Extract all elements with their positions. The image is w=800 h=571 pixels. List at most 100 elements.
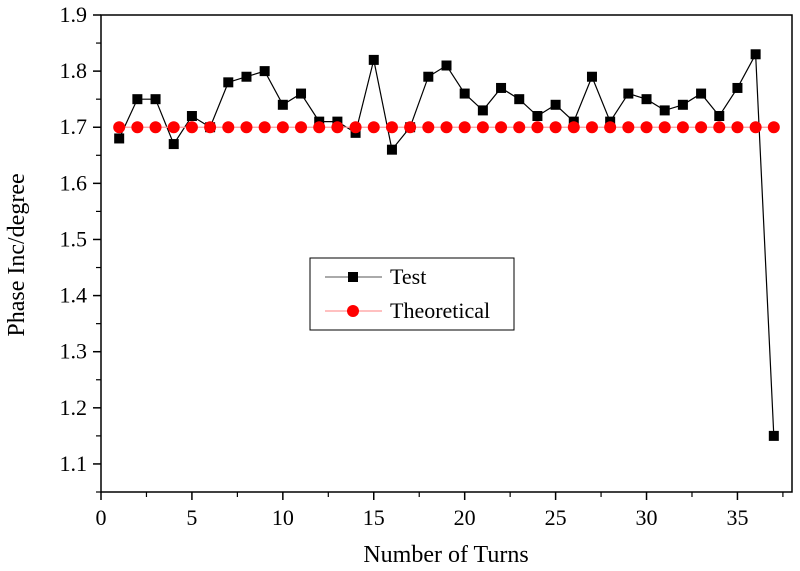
legend-item: Theoretical bbox=[325, 298, 490, 323]
y-tick-label: 1.5 bbox=[60, 226, 88, 251]
x-tick-label: 10 bbox=[272, 505, 294, 530]
data-point bbox=[458, 121, 471, 134]
data-point bbox=[714, 111, 725, 122]
x-tick-label: 30 bbox=[636, 505, 658, 530]
data-point bbox=[532, 111, 543, 122]
data-point bbox=[222, 121, 235, 134]
axes-layer: 0 5 10 15 20 25 30 35 1.1 1.2 1.3 1.4 1.5 1.6 1.7 1.8 1.… bbox=[60, 2, 784, 530]
data-point bbox=[113, 121, 126, 134]
y-tick-label: 1.7 bbox=[60, 114, 88, 139]
data-point bbox=[476, 121, 489, 134]
data-point bbox=[477, 105, 488, 116]
data-point bbox=[567, 121, 580, 134]
x-tick-label: 35 bbox=[726, 505, 748, 530]
data-point bbox=[385, 121, 398, 134]
data-point bbox=[295, 121, 308, 134]
data-point bbox=[696, 88, 707, 99]
data-point bbox=[677, 99, 688, 110]
legend-box bbox=[309, 257, 515, 331]
data-point bbox=[404, 121, 417, 134]
data-point bbox=[676, 121, 689, 134]
y-tick-label: 1.9 bbox=[60, 2, 88, 27]
data-point bbox=[259, 66, 270, 77]
data-point bbox=[114, 133, 125, 144]
data-point bbox=[731, 121, 744, 134]
data-point bbox=[459, 88, 470, 99]
data-point bbox=[441, 60, 452, 71]
legend: Test Theoretical bbox=[309, 257, 515, 331]
y-tick-label: 1.2 bbox=[60, 395, 88, 420]
data-point bbox=[640, 121, 653, 134]
data-point bbox=[313, 121, 326, 134]
data-point bbox=[241, 71, 252, 82]
data-point bbox=[531, 121, 544, 134]
data-point bbox=[186, 111, 197, 122]
x-tick-label: 20 bbox=[454, 505, 476, 530]
data-point bbox=[550, 99, 561, 110]
data-point bbox=[622, 121, 635, 134]
data-point bbox=[258, 121, 271, 134]
data-point bbox=[277, 99, 288, 110]
x-tick-label: 0 bbox=[96, 505, 107, 530]
data-point bbox=[150, 94, 161, 105]
data-point bbox=[168, 139, 179, 150]
data-point bbox=[331, 121, 344, 134]
data-point bbox=[732, 82, 743, 93]
data-point bbox=[495, 121, 508, 134]
legend-label: Theoretical bbox=[390, 298, 490, 323]
data-point bbox=[749, 121, 762, 134]
plot-area bbox=[100, 14, 793, 493]
data-point bbox=[185, 121, 198, 134]
series-line bbox=[118, 52, 775, 436]
series-layer bbox=[113, 49, 780, 441]
data-point bbox=[513, 121, 526, 134]
data-point bbox=[440, 121, 453, 134]
data-point bbox=[659, 105, 670, 116]
data-point bbox=[131, 121, 144, 134]
data-point bbox=[695, 121, 708, 134]
data-point bbox=[240, 121, 253, 134]
data-point bbox=[386, 144, 397, 155]
data-point bbox=[713, 121, 726, 134]
data-point bbox=[367, 121, 380, 134]
data-point bbox=[604, 121, 617, 134]
data-point bbox=[368, 54, 379, 65]
data-point bbox=[750, 49, 761, 60]
legend-item: Test bbox=[325, 264, 426, 289]
legend-marker bbox=[347, 305, 359, 317]
y-tick-label: 1.8 bbox=[60, 58, 88, 83]
data-point bbox=[641, 94, 652, 105]
data-point bbox=[167, 121, 180, 134]
legend-label: Test bbox=[390, 264, 426, 289]
data-point bbox=[586, 71, 597, 82]
y-tick-label: 1.6 bbox=[60, 170, 88, 195]
data-point bbox=[296, 88, 307, 99]
y-tick-label: 1.1 bbox=[60, 451, 88, 476]
x-tick-label: 25 bbox=[545, 505, 567, 530]
series-theoretical bbox=[113, 121, 780, 134]
legend-marker bbox=[348, 272, 358, 282]
data-point bbox=[423, 71, 434, 82]
data-point bbox=[149, 121, 162, 134]
data-point bbox=[767, 121, 780, 134]
x-axis-title: Number of Turns bbox=[363, 542, 528, 568]
x-tick-label: 15 bbox=[363, 505, 385, 530]
data-point bbox=[204, 121, 217, 134]
data-point bbox=[768, 430, 779, 441]
y-tick-label: 1.4 bbox=[60, 283, 88, 308]
x-tick-label: 5 bbox=[186, 505, 197, 530]
data-point bbox=[422, 121, 435, 134]
data-point bbox=[349, 121, 362, 134]
data-point bbox=[623, 88, 634, 99]
y-axis-title: Phase Inc/degree bbox=[4, 173, 30, 336]
data-point bbox=[496, 82, 507, 93]
data-point bbox=[276, 121, 289, 134]
data-point bbox=[549, 121, 562, 134]
data-point bbox=[658, 121, 671, 134]
data-point bbox=[585, 121, 598, 134]
series-test bbox=[114, 49, 779, 441]
y-tick-label: 1.3 bbox=[60, 339, 88, 364]
data-point bbox=[514, 94, 525, 105]
data-point bbox=[132, 94, 143, 105]
